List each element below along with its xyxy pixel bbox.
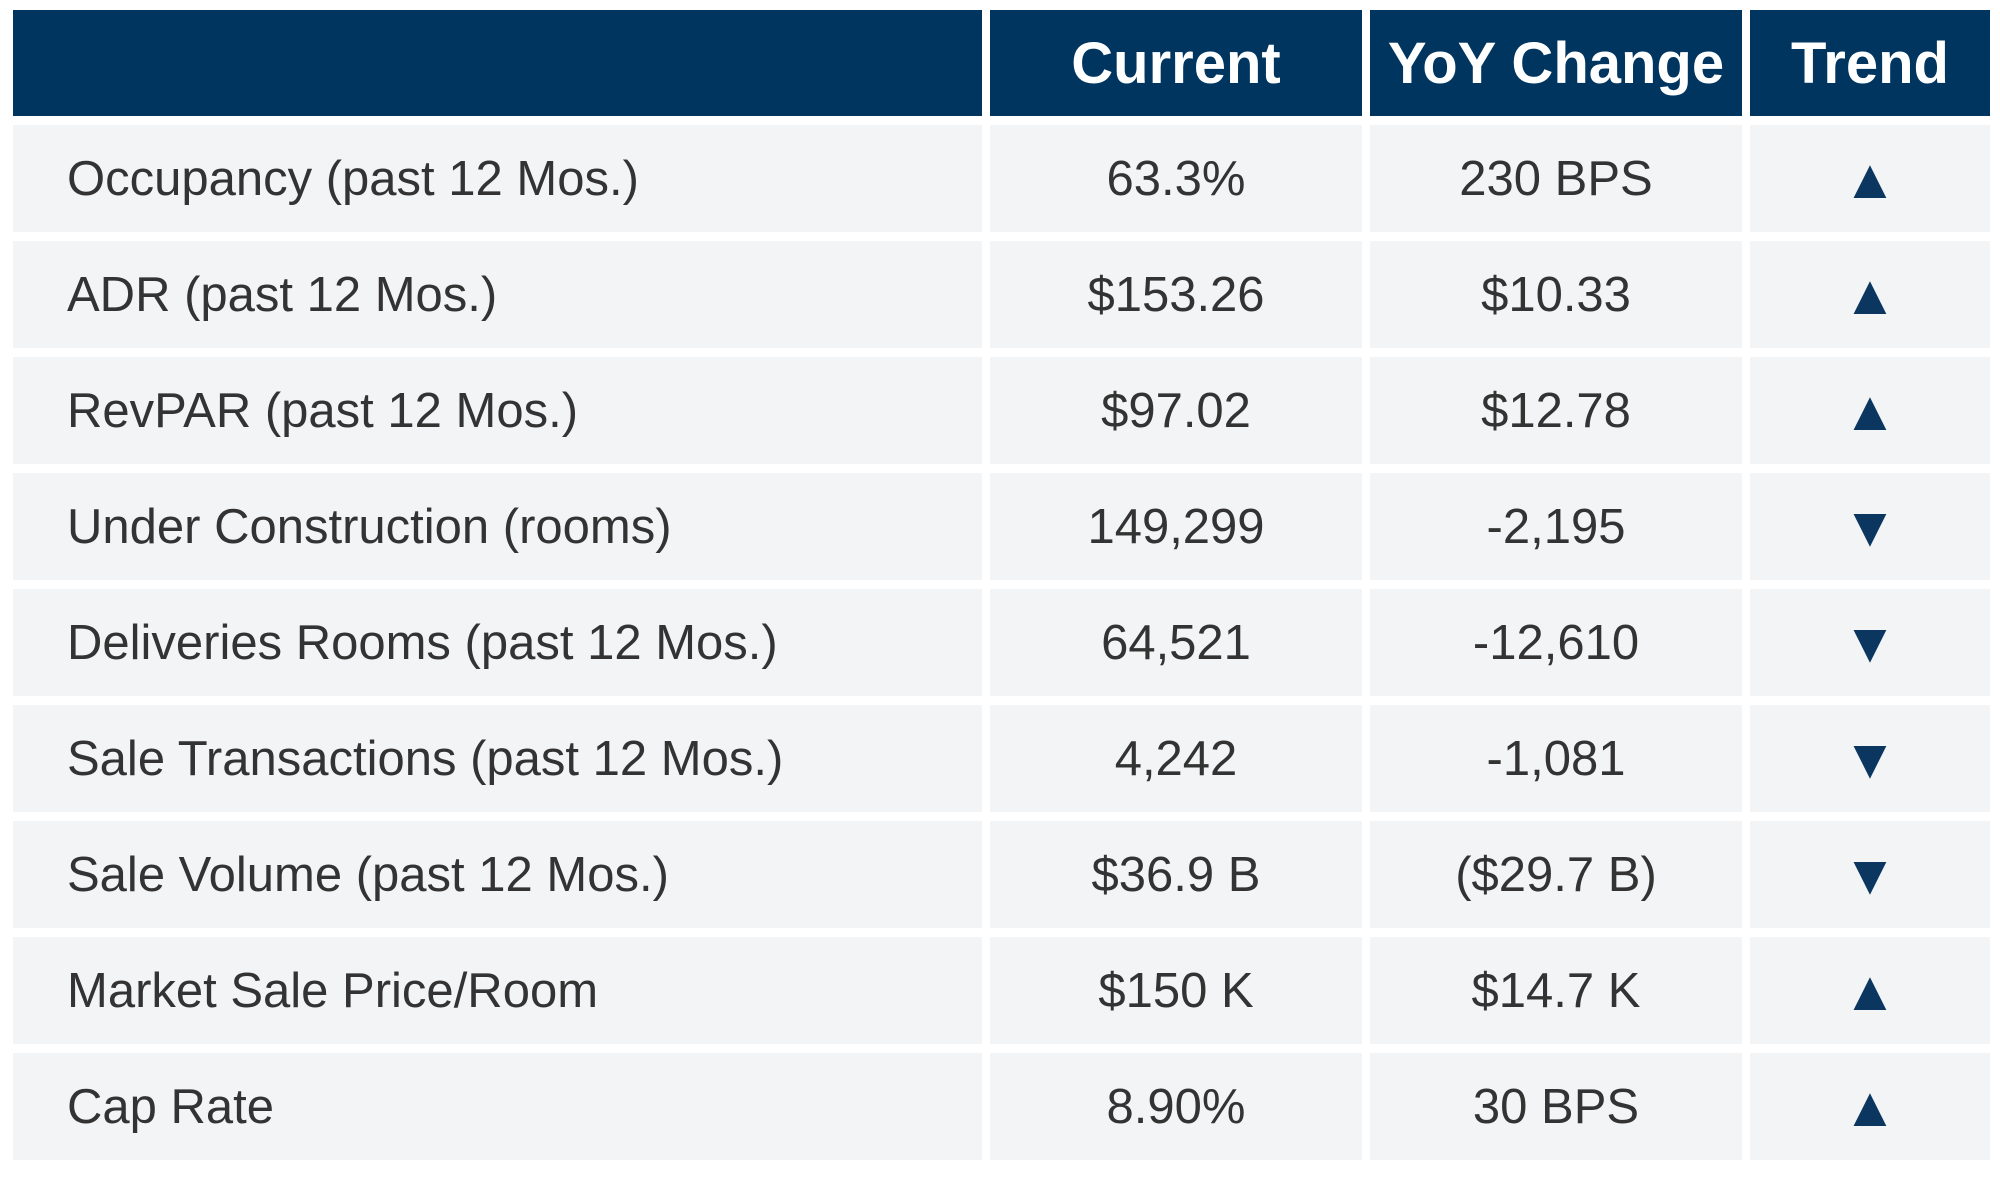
header-cell: YoY Change [1370,10,1742,116]
yoy-change: $10.33 [1370,241,1742,348]
yoy-change: ($29.7 B) [1370,821,1742,928]
metric-label: Occupancy (past 12 Mos.) [13,125,982,232]
metric-label: Sale Transactions (past 12 Mos.) [13,705,982,812]
metric-label: Deliveries Rooms (past 12 Mos.) [13,589,982,696]
header-cell: Trend [1750,10,1990,116]
current-value: 63.3% [990,125,1362,232]
trend-icon: ▲ [1750,1053,1990,1160]
current-value: $97.02 [990,357,1362,464]
yoy-change: 230 BPS [1370,125,1742,232]
current-value: 64,521 [990,589,1362,696]
metric-label: Market Sale Price/Room [13,937,982,1044]
current-value: $153.26 [990,241,1362,348]
header-cell: Current [990,10,1362,116]
trend-icon: ▼ [1750,589,1990,696]
trend-icon: ▼ [1750,473,1990,580]
yoy-change: $14.7 K [1370,937,1742,1044]
metric-label: RevPAR (past 12 Mos.) [13,357,982,464]
metric-label: Under Construction (rooms) [13,473,982,580]
trend-icon: ▲ [1750,241,1990,348]
trend-icon: ▼ [1750,705,1990,812]
trend-icon: ▼ [1750,821,1990,928]
current-value: 4,242 [990,705,1362,812]
yoy-change: 30 BPS [1370,1053,1742,1160]
yoy-change: -12,610 [1370,589,1742,696]
yoy-change: -1,081 [1370,705,1742,812]
trend-icon: ▲ [1750,125,1990,232]
yoy-change: -2,195 [1370,473,1742,580]
metric-label: Sale Volume (past 12 Mos.) [13,821,982,928]
current-value: $36.9 B [990,821,1362,928]
yoy-change: $12.78 [1370,357,1742,464]
metrics-table: Current YoY Change Trend Occupancy (past 12… [13,10,1990,1160]
header-blank [13,10,982,116]
metric-label: Cap Rate [13,1053,982,1160]
trend-icon: ▲ [1750,357,1990,464]
trend-icon: ▲ [1750,937,1990,1044]
current-value: 8.90% [990,1053,1362,1160]
current-value: $150 K [990,937,1362,1044]
metric-label: ADR (past 12 Mos.) [13,241,982,348]
current-value: 149,299 [990,473,1362,580]
